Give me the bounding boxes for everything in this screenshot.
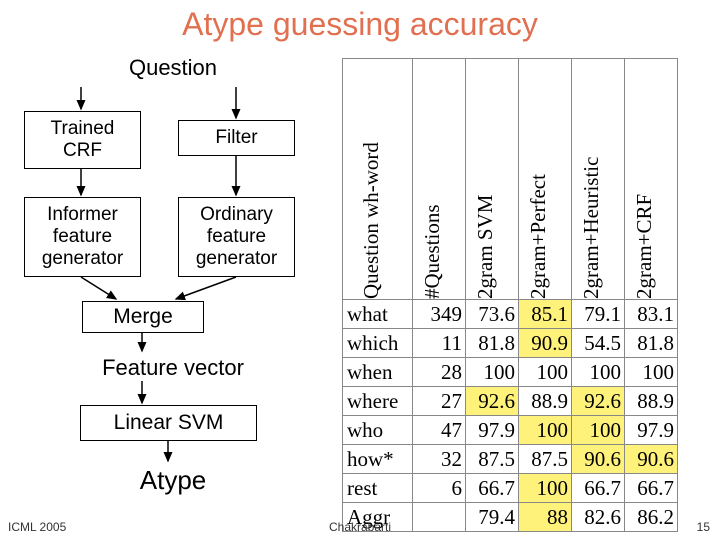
table-header: #Questions <box>413 59 466 300</box>
cell: 100 <box>519 474 572 503</box>
cell: 27 <box>413 387 466 416</box>
cell: 100 <box>572 358 625 387</box>
cell: 66.7 <box>572 474 625 503</box>
cell: 88.9 <box>519 387 572 416</box>
cell: 28 <box>413 358 466 387</box>
flow-ordinary: Ordinaryfeaturegenerator <box>178 197 295 277</box>
row-label: what <box>343 300 413 329</box>
flow-trained-crf: TrainedCRF <box>24 111 141 169</box>
table-header: 2gram SVM <box>466 59 519 300</box>
page-title: Atype guessing accuracy <box>0 0 720 43</box>
flow-linear-svm: Linear SVM <box>80 405 257 441</box>
cell: 100 <box>466 358 519 387</box>
cell: 85.1 <box>519 300 572 329</box>
cell: 73.6 <box>466 300 519 329</box>
table-header: 2gram+CRF <box>625 59 678 300</box>
row-label: how* <box>343 445 413 474</box>
flow-question: Question <box>6 55 340 81</box>
cell: 92.6 <box>466 387 519 416</box>
cell: 90.6 <box>572 445 625 474</box>
cell: 349 <box>413 300 466 329</box>
table-header: 2gram+Heuristic <box>572 59 625 300</box>
cell: 54.5 <box>572 329 625 358</box>
row-label: when <box>343 358 413 387</box>
flow-filter: Filter <box>178 120 295 156</box>
table-row: how*3287.587.590.690.6 <box>343 445 678 474</box>
table-body: what34973.685.179.183.1which1181.890.954… <box>343 300 678 532</box>
cell: 90.9 <box>519 329 572 358</box>
row-label: where <box>343 387 413 416</box>
results-table: Question wh-word#Questions2gram SVM2gram… <box>342 58 678 532</box>
flow-feature-vector: Feature vector <box>6 355 340 381</box>
cell: 81.8 <box>466 329 519 358</box>
cell: 11 <box>413 329 466 358</box>
table-row: who4797.910010097.9 <box>343 416 678 445</box>
cell: 97.9 <box>625 416 678 445</box>
table-header: Question wh-word <box>343 59 413 300</box>
cell: 47 <box>413 416 466 445</box>
row-label: who <box>343 416 413 445</box>
cell: 66.7 <box>466 474 519 503</box>
cell: 100 <box>519 358 572 387</box>
cell: 97.9 <box>466 416 519 445</box>
flowchart: Question TrainedCRF Filter Informerfeatu… <box>6 55 340 535</box>
flow-informer: Informerfeaturegenerator <box>24 197 141 277</box>
table-row: when28100100100100 <box>343 358 678 387</box>
footer-right: 15 <box>697 520 710 534</box>
cell: 32 <box>413 445 466 474</box>
table-header: 2gram+Perfect <box>519 59 572 300</box>
cell: 100 <box>625 358 678 387</box>
table-row: rest666.710066.766.7 <box>343 474 678 503</box>
cell: 92.6 <box>572 387 625 416</box>
cell: 6 <box>413 474 466 503</box>
table-row: what34973.685.179.183.1 <box>343 300 678 329</box>
cell: 100 <box>572 416 625 445</box>
row-label: rest <box>343 474 413 503</box>
cell: 66.7 <box>625 474 678 503</box>
cell: 90.6 <box>625 445 678 474</box>
flow-atype: Atype <box>6 465 340 496</box>
cell: 87.5 <box>466 445 519 474</box>
cell: 83.1 <box>625 300 678 329</box>
cell: 100 <box>519 416 572 445</box>
table-header-row: Question wh-word#Questions2gram SVM2gram… <box>343 59 678 300</box>
cell: 87.5 <box>519 445 572 474</box>
cell: 79.1 <box>572 300 625 329</box>
row-label: which <box>343 329 413 358</box>
cell: 88.9 <box>625 387 678 416</box>
table-row: where2792.688.992.688.9 <box>343 387 678 416</box>
cell: 81.8 <box>625 329 678 358</box>
flow-merge: Merge <box>82 301 204 333</box>
results-table-area: Question wh-word#Questions2gram SVM2gram… <box>342 58 718 532</box>
footer-center: Chakrabarti <box>0 520 720 534</box>
table-row: which1181.890.954.581.8 <box>343 329 678 358</box>
